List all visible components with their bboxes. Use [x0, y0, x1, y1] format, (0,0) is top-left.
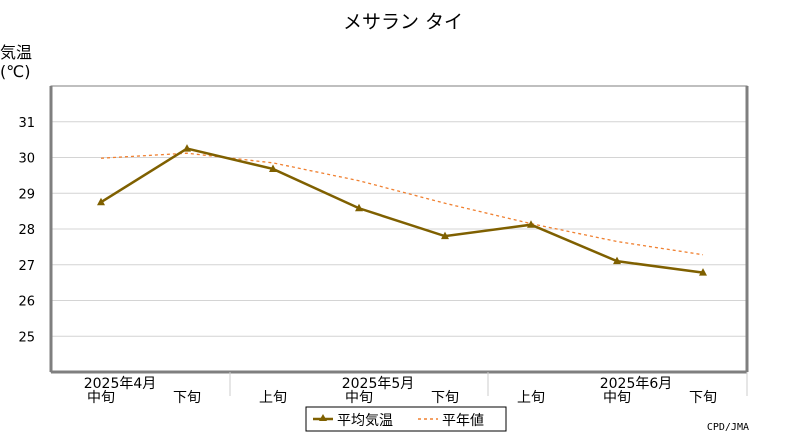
series-0-point	[97, 197, 105, 206]
x-ticks: 中旬 下旬 上旬 中旬 下旬 上旬 中旬 下旬 2025年4月 2025年5月 2025年6月	[84, 372, 748, 406]
legend: 平均気温 平年値	[305, 406, 507, 432]
month-label: 2025年6月	[600, 376, 673, 392]
y-tick-label: 31	[18, 116, 35, 131]
y-tick-label: 29	[18, 187, 35, 202]
legend-label-mean: 平均気温	[337, 413, 393, 429]
x-tick-label: 中旬	[87, 390, 115, 406]
series-0-point	[269, 164, 277, 172]
y-tick-label: 27	[18, 259, 35, 274]
series-line-1	[100, 152, 704, 256]
y-ticks: 25 26 27 28 29 30 31	[18, 116, 35, 346]
month-label: 2025年4月	[84, 376, 157, 392]
series-0-point	[527, 220, 535, 228]
legend-box	[305, 406, 507, 432]
series-line-0	[100, 147, 704, 274]
series-0-point	[699, 268, 707, 276]
x-tick-label: 下旬	[431, 390, 459, 406]
x-tick-label: 中旬	[603, 390, 631, 406]
series-0-point	[183, 144, 191, 152]
x-tick-label: 上旬	[259, 390, 287, 406]
grid	[51, 121, 747, 337]
series-0-point	[441, 231, 449, 240]
legend-label-normal: 平年値	[442, 413, 484, 429]
x-tick-label: 中旬	[345, 390, 373, 406]
y-tick-label: 26	[18, 295, 35, 310]
legend-marker-mean	[319, 414, 327, 421]
month-label: 2025年5月	[342, 376, 415, 392]
x-tick-label: 下旬	[689, 390, 717, 406]
y-tick-label: 25	[18, 330, 35, 345]
y-axis-unit: (℃)	[0, 62, 30, 81]
series-group	[97, 144, 707, 276]
series-0-point	[613, 256, 621, 265]
y-tick-label: 28	[18, 223, 35, 238]
credit-text: CPD/JMA	[707, 422, 749, 433]
y-axis-label: 気温	[0, 43, 32, 62]
y-tick-label: 30	[18, 152, 35, 167]
series-0-point	[355, 203, 363, 212]
x-tick-label: 下旬	[173, 390, 201, 406]
chart-title: メサラン タイ	[343, 11, 463, 33]
x-tick-label: 上旬	[517, 390, 545, 406]
